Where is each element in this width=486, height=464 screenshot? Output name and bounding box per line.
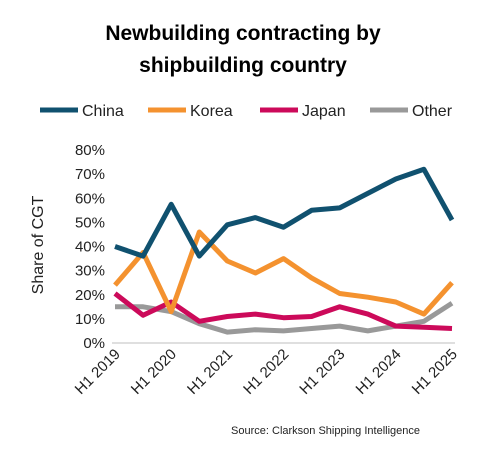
series-line-japan	[113, 291, 453, 331]
y-tick-label: 50%	[75, 214, 105, 231]
y-tick-label: 40%	[75, 239, 105, 256]
x-tick-label: H1 2025	[409, 346, 461, 398]
y-tick-label: 30%	[75, 263, 105, 280]
y-axis-label: Share of CGT	[30, 195, 47, 294]
x-tick-label: H1 2019	[72, 346, 124, 398]
series-lines	[113, 166, 455, 335]
legend-label-korea: Korea	[190, 103, 233, 120]
chart-title-line-2: shipbuilding country	[139, 54, 347, 77]
legend: China Korea Japan Other	[40, 103, 453, 120]
x-tick-label: H1 2022	[240, 346, 292, 398]
legend-label-china: China	[82, 103, 124, 120]
y-tick-label: 60%	[75, 190, 105, 207]
x-tick-label: H1 2020	[128, 346, 180, 398]
series-line-china	[114, 166, 455, 259]
y-tick-label: 80%	[75, 142, 105, 159]
y-tick-label: 0%	[83, 335, 105, 352]
legend-label-japan: Japan	[302, 103, 346, 120]
source-note: Source: Clarkson Shipping Intelligence	[231, 425, 420, 437]
chart-title-line-1: Newbuilding contracting by	[105, 22, 381, 45]
y-tick-label: 10%	[75, 311, 105, 328]
y-tick-label: 70%	[75, 166, 105, 183]
x-tick-label: H1 2024	[353, 346, 405, 398]
x-axis-ticks: H1 2019 H1 2020 H1 2021 H1 2022 H1 2023 H1 20…	[72, 346, 461, 398]
x-tick-label: H1 2023	[296, 346, 348, 398]
legend-label-other: Other	[412, 103, 453, 120]
series-line-korea	[113, 229, 454, 317]
y-axis-ticks: 0% 10% 20% 30% 40% 50% 60% 70% 80%	[75, 142, 105, 352]
x-tick-label: H1 2021	[184, 346, 236, 398]
y-tick-label: 20%	[75, 287, 105, 304]
